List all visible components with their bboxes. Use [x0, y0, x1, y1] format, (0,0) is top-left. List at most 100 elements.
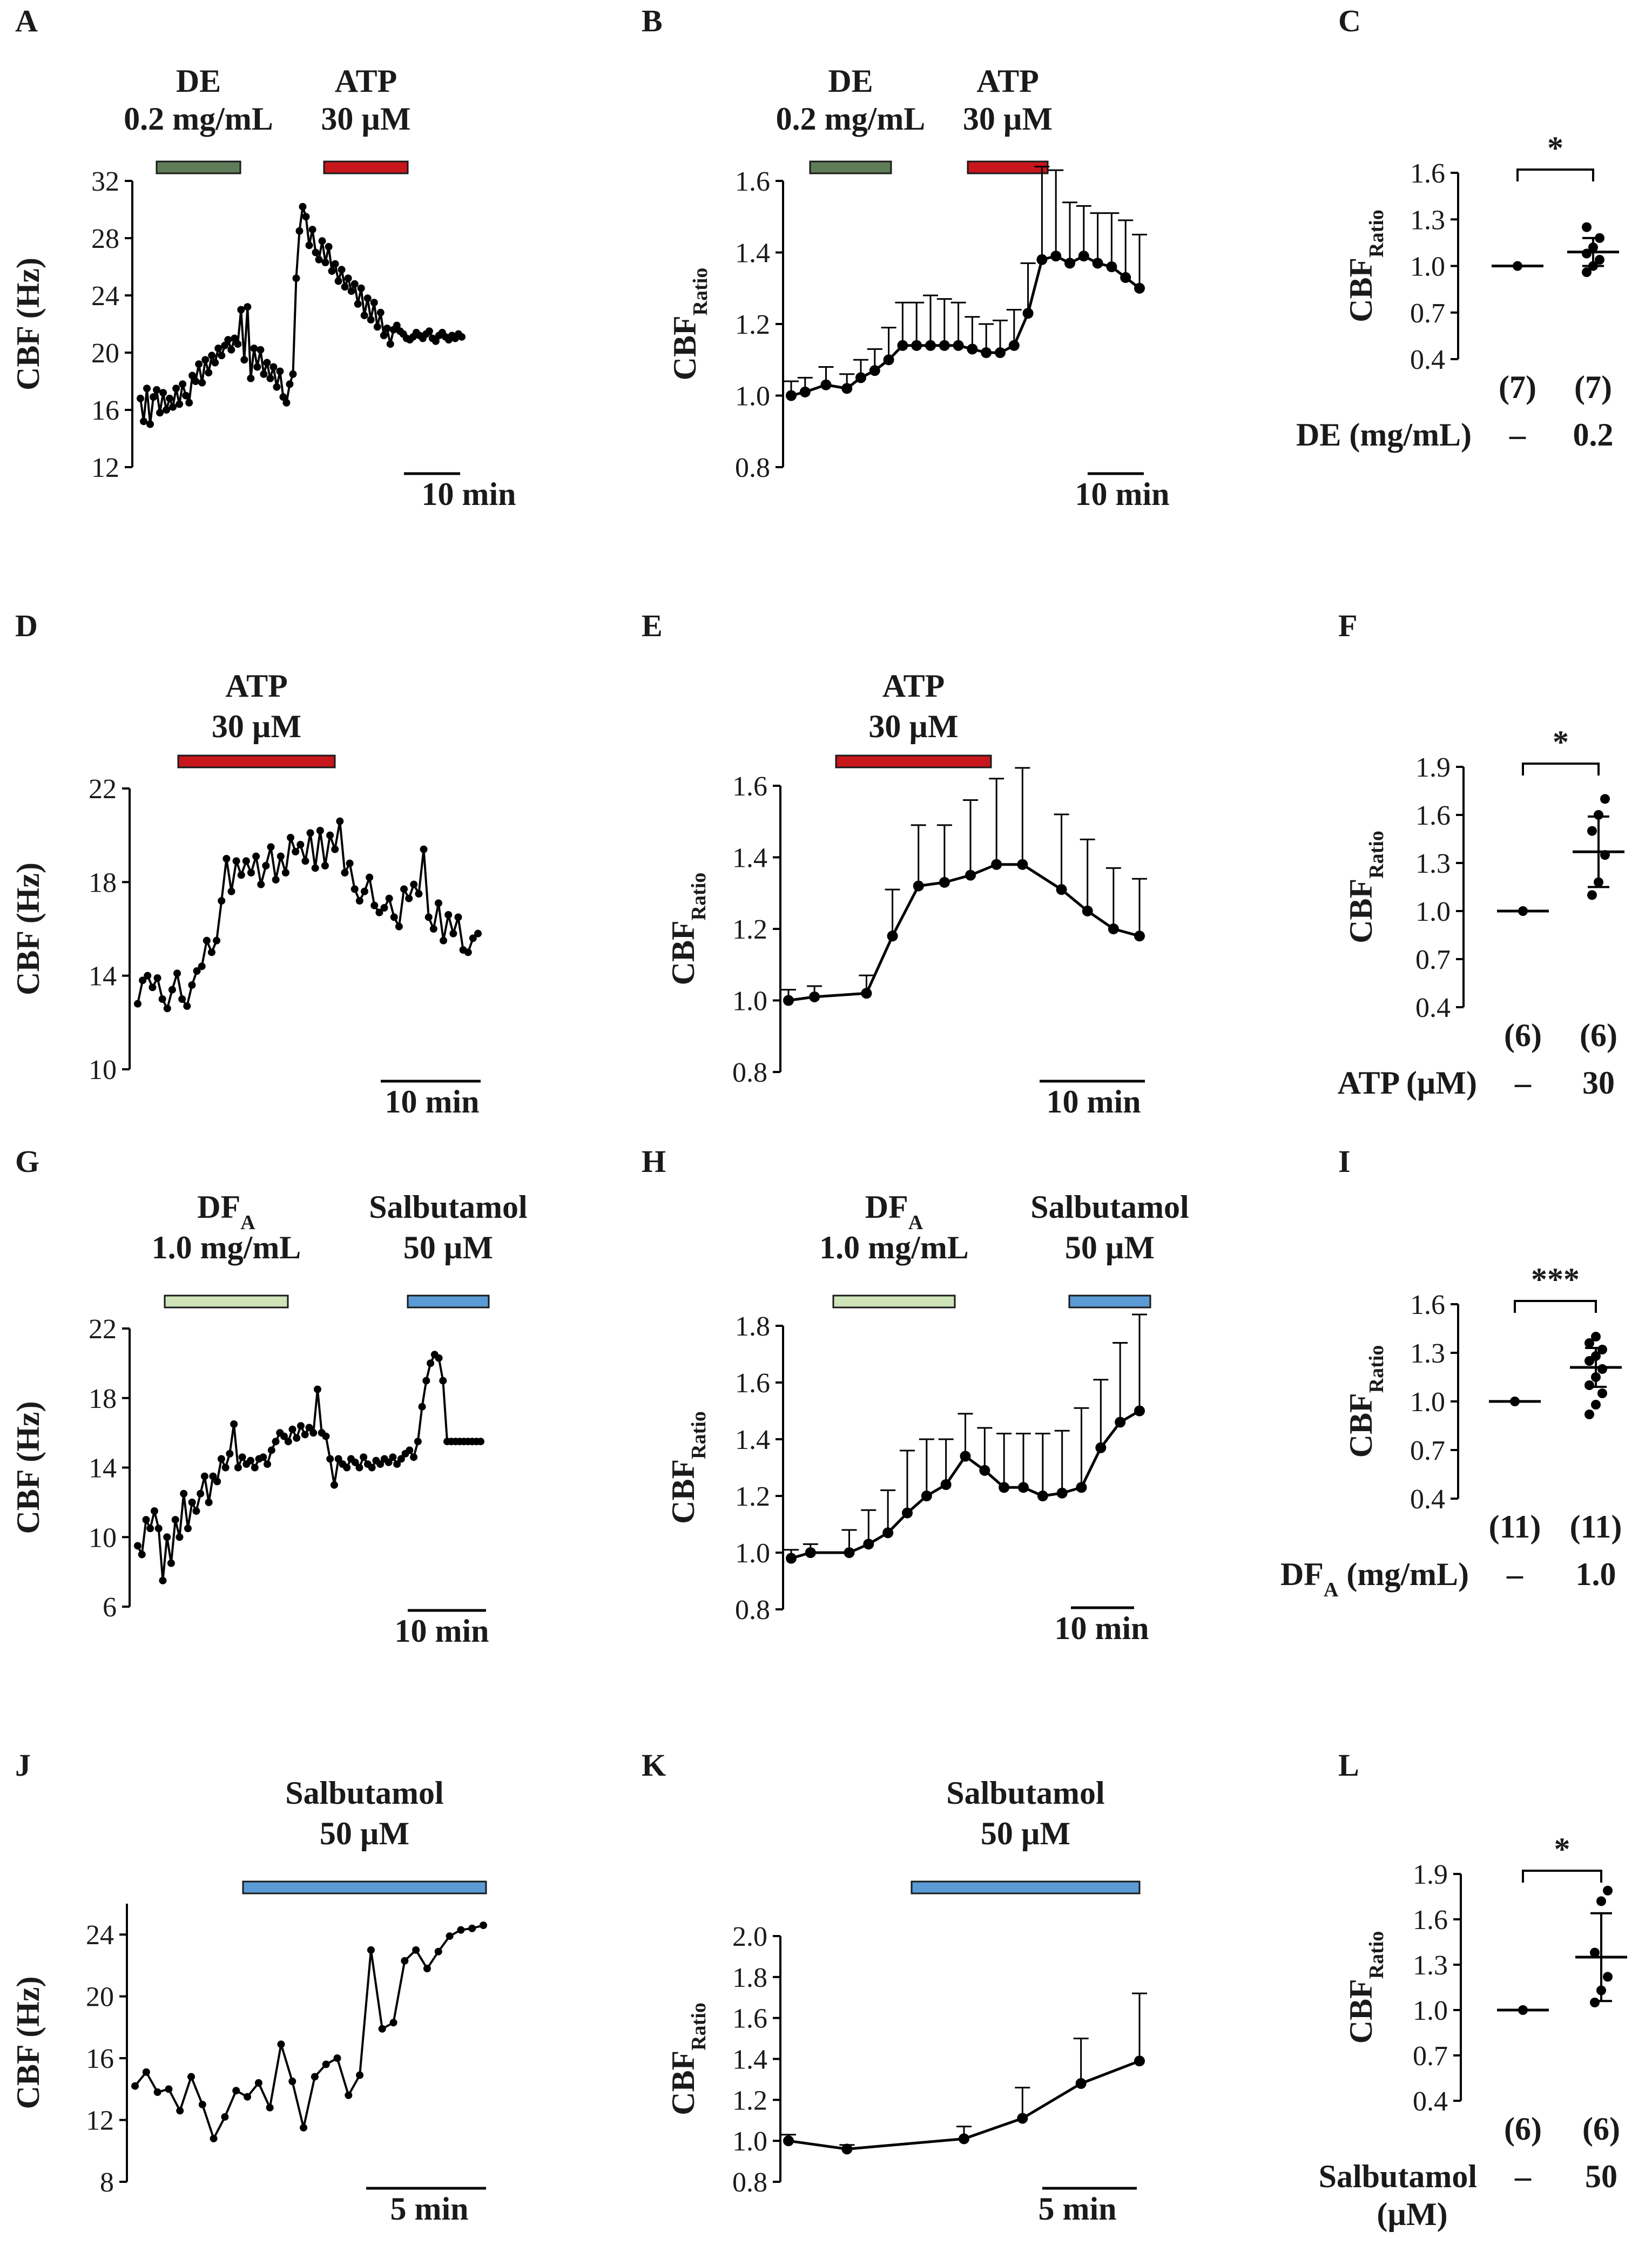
panel-d-data-point — [178, 995, 186, 1003]
panel-g-data-point — [134, 1542, 141, 1550]
panel-j-stimulus-conc: 50 µM — [320, 1816, 409, 1851]
panel-h-y-tick-label: 1.4 — [735, 1425, 770, 1455]
panel-l-y-label: CBFRatio — [1343, 1931, 1388, 2044]
panel-g-data-point — [330, 1481, 338, 1489]
panel-f-condition-label: ATP (µM) — [1338, 1065, 1477, 1101]
panel-l-condition-label: Salbutamol — [1319, 2159, 1477, 2194]
panel-g-data-point — [146, 1525, 154, 1533]
panel-d-data-point — [292, 848, 300, 855]
panel-f-y-tick-label: 1.9 — [1415, 752, 1451, 783]
panel-h-y-label-main: CBF — [665, 1459, 701, 1524]
panel-h-data-point — [1056, 1487, 1068, 1499]
panel-j-data-point — [165, 2085, 173, 2093]
panel-l-y-tick-label: 0.7 — [1413, 2041, 1448, 2072]
panel-d-data-point — [257, 880, 265, 888]
panel-d-data-point — [218, 897, 226, 905]
panel-l-y-tick-label: 1.9 — [1413, 1859, 1448, 1890]
panel-i-n-label: (11) — [1489, 1509, 1541, 1545]
panel-f-data-point — [1587, 890, 1597, 900]
panel-i-y-label-sub: Ratio — [1365, 1345, 1388, 1393]
panel-k-y-label-sub: Ratio — [687, 2002, 710, 2051]
panel-a-scalebar-label: 10 min — [421, 476, 516, 512]
panel-b-data-point — [841, 383, 853, 394]
panel-a-data-point — [347, 287, 355, 295]
panel-a-data-point — [344, 274, 352, 282]
panel-e-data-point — [1082, 905, 1093, 916]
panel-l-condition-unit: (µM) — [1377, 2196, 1447, 2232]
panel-h-stimulus-name: DFA — [865, 1189, 923, 1234]
panel-d-data-point — [366, 873, 374, 881]
panel-d-data-point — [213, 936, 221, 945]
panel-j-data-point — [198, 2100, 206, 2108]
panel-d-data-point — [237, 871, 245, 879]
panel-i-y-tick-label: 0.7 — [1410, 1435, 1445, 1466]
panel-j-data-point — [356, 2071, 364, 2079]
panel-f-y-tick-label: 0.4 — [1415, 993, 1451, 1023]
panel-d-stimulus-name: ATP — [225, 668, 288, 704]
panel-d-data-point — [267, 843, 275, 851]
panel-g-data-point — [280, 1432, 288, 1440]
panel-b-data-point — [869, 365, 880, 376]
panel-h-stimulus-name-sub: A — [908, 1211, 923, 1234]
panel-h-scalebar-label: 10 min — [1054, 1610, 1149, 1646]
panel-g-data-point — [264, 1460, 272, 1468]
panel-e-stimulus-name: ATP — [882, 668, 945, 704]
panel-a-data-point — [425, 327, 433, 335]
panel-k-data-point — [841, 2143, 853, 2155]
panel-b-y-label: CBFRatio — [667, 268, 712, 381]
panel-j-series-line — [134, 1924, 484, 2140]
panel-f-n-label: (6) — [1504, 1017, 1542, 1053]
panel-g-data-point — [422, 1377, 430, 1385]
panel-h-data-point — [1037, 1491, 1048, 1501]
panel-b-data-point — [995, 347, 1006, 358]
panel-d-data-point — [336, 817, 344, 825]
panel-g-data-point — [439, 1377, 447, 1385]
panel-b-data-point — [1036, 254, 1048, 265]
panel-a-data-point — [150, 393, 158, 401]
panel-b-data-point — [1134, 282, 1145, 294]
panel-b-data-point — [925, 340, 936, 351]
panel-c-data-point — [1582, 267, 1592, 277]
panel-d-data-point — [168, 986, 176, 994]
panel-j-data-point — [311, 2073, 319, 2081]
panel-g-y-tick-label: 6 — [103, 1592, 117, 1623]
panel-b-stimulus-name: ATP — [976, 63, 1039, 99]
panel-d-data-point — [139, 976, 147, 985]
panel-g-data-point — [288, 1425, 296, 1433]
panel-a-data-point — [237, 306, 245, 314]
panel-g-data-point — [200, 1472, 208, 1480]
panel-d-data-point — [183, 1002, 191, 1010]
panel-k-y-tick-label: 1.0 — [732, 2126, 767, 2157]
panel-a-data-point — [360, 312, 368, 320]
panel-g-series-line — [137, 1353, 481, 1582]
panel-i-data-point — [1597, 1388, 1607, 1398]
panel-d-data-point — [163, 1004, 171, 1013]
panel-i-data-point — [1584, 1410, 1594, 1419]
panel-g-data-point — [150, 1507, 158, 1515]
panel-l-data-point — [1596, 1896, 1606, 1906]
panel-a-y-tick-label: 28 — [91, 224, 119, 254]
panel-b-data-point — [1050, 251, 1062, 262]
panel-d-data-point — [454, 913, 462, 921]
panel-d-data-point — [440, 936, 448, 945]
panel-d-stimulus-conc: 30 µM — [212, 709, 301, 744]
panel-j-y-tick-label: 24 — [86, 1920, 114, 1951]
panel-a-data-point — [315, 255, 323, 264]
panel-g-y-tick-label: 22 — [89, 1314, 117, 1345]
panel-c-y-tick-label: 0.4 — [1410, 345, 1445, 375]
panel-b-y-tick-label: 1.6 — [735, 166, 770, 197]
panel-e-data-point — [991, 859, 1002, 870]
panel-l-y-tick-label: 1.6 — [1413, 1905, 1448, 1936]
panel-i-condition-label: DFA (mg/mL) — [1280, 1556, 1469, 1601]
panel-a-data-point — [185, 399, 193, 407]
panel-h-y-label-sub: Ratio — [687, 1411, 710, 1459]
panel-d-data-point — [272, 876, 280, 884]
panel-a-data-point — [350, 280, 359, 288]
panel-b-data-point — [1078, 251, 1089, 262]
panel-l-data-point — [1603, 1885, 1613, 1896]
panel-h-data-point — [1134, 1405, 1145, 1417]
panel-j-data-point — [378, 2025, 386, 2033]
panel-j-y-tick-label: 16 — [86, 2044, 114, 2074]
panel-b-data-point — [911, 340, 922, 351]
panel-j-data-point — [389, 2019, 397, 2027]
